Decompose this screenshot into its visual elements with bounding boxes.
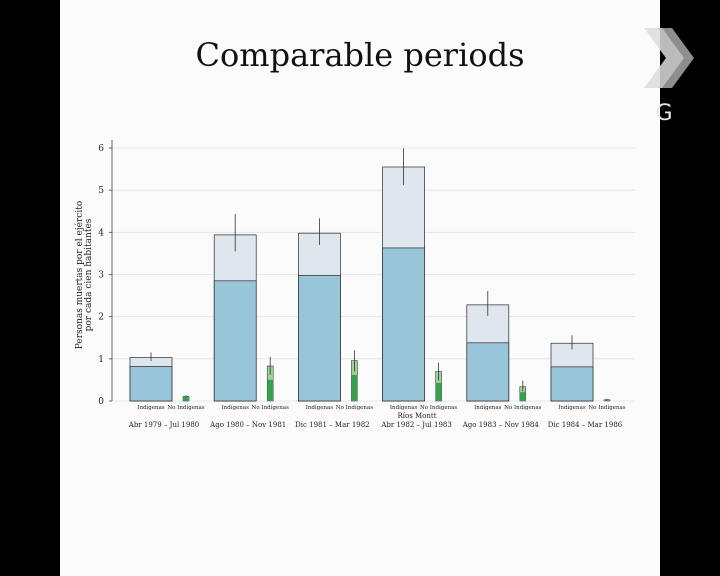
x-axis-center-label: Ríos Montt [397,412,436,420]
category-label-indigenous: Indígenas [306,404,334,411]
bar-indigenous-part [550,366,594,402]
bar-nonindigenous-part [435,382,442,401]
category-label-nonindigenous: No Indígenas [167,404,204,411]
period-label: Ago 1980 – Nov 1981 [209,421,286,429]
y-tick-label: 1 [98,355,104,365]
period-label: Ago 1983 – Nov 1984 [462,421,540,429]
y-tick-label: 6 [98,144,104,154]
period-label: Abr 1982 – Jul 1983 [380,421,451,429]
bar-indigenous-part [129,366,173,402]
category-label-indigenous: Indígenas [137,404,165,411]
y-tick-label: 3 [98,271,104,281]
y-tick-label: 5 [98,186,104,196]
category-label-indigenous: Indígenas [221,404,249,411]
y-axis: 0 1 2 3 4 5 6 [98,140,113,407]
logo-letter: G [655,101,672,126]
category-label-nonindigenous: No Indígenas [336,404,373,411]
period-label: Dic 1981 – Mar 1982 [295,421,370,429]
slide-title: Comparable periods [195,36,525,74]
bar-indigenous-part [466,342,510,402]
category-label-indigenous: Indígenas [474,404,502,411]
gridlines [112,147,635,402]
bar-nonindigenous-part [519,392,526,401]
category-label-indigenous: Indígenas [390,404,418,411]
bar-indigenous-part [298,274,341,402]
y-tick-label: 4 [98,228,104,238]
y-axis-title-line1: Personas muertas por el ejército [74,201,85,350]
bar-nonindigenous-part [183,397,189,401]
category-label-nonindigenous: No Indígenas [588,404,625,411]
y-tick-label: 0 [98,397,104,407]
category-label-nonindigenous: No Indígenas [420,404,457,411]
bars [129,148,611,402]
category-label-nonindigenous: No Indígenas [252,404,289,411]
category-label-indigenous: Indígenas [558,404,586,411]
logo-icon: G [644,28,694,126]
bar-indigenous-part [213,280,257,402]
y-axis-title-line2: por cada cien habitantes [84,218,94,331]
period-label: Abr 1979 – Jul 1980 [128,421,199,429]
bar-nonindigenous-part [267,379,274,401]
y-tick-label: 2 [98,313,104,323]
bar-indigenous-part [382,247,425,402]
category-label-nonindigenous: No Indígenas [504,404,541,411]
period-label: Dic 1984 – Mar 1986 [548,421,623,429]
bar-nonindigenous-part [351,374,358,401]
